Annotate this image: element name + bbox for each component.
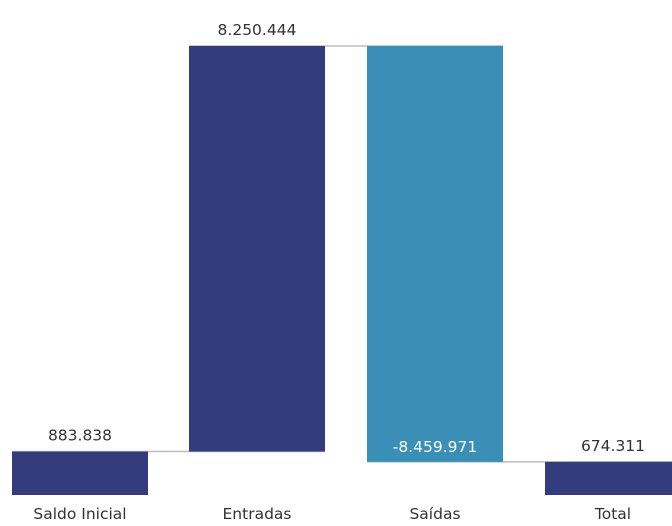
bar-entradas <box>189 46 325 452</box>
bar-saidas <box>367 46 503 462</box>
value-labels-group: 883.838 8.250.444 -8.459.971 674.311 <box>48 21 645 456</box>
category-label-saldo-inicial: Saldo Inicial <box>33 505 126 523</box>
bar-total <box>545 462 672 495</box>
category-label-total: Total <box>594 505 631 523</box>
category-label-entradas: Entradas <box>223 505 292 523</box>
category-label-saidas: Saídas <box>409 505 460 523</box>
value-label-total: 674.311 <box>581 437 645 455</box>
value-label-saldo-inicial: 883.838 <box>48 427 112 445</box>
value-label-saidas: -8.459.971 <box>393 438 477 456</box>
connector-lines <box>12 46 672 462</box>
value-label-entradas: 8.250.444 <box>218 21 297 39</box>
category-labels-group: Saldo Inicial Entradas Saídas Total <box>33 505 631 523</box>
bar-saldo-inicial <box>12 452 148 495</box>
